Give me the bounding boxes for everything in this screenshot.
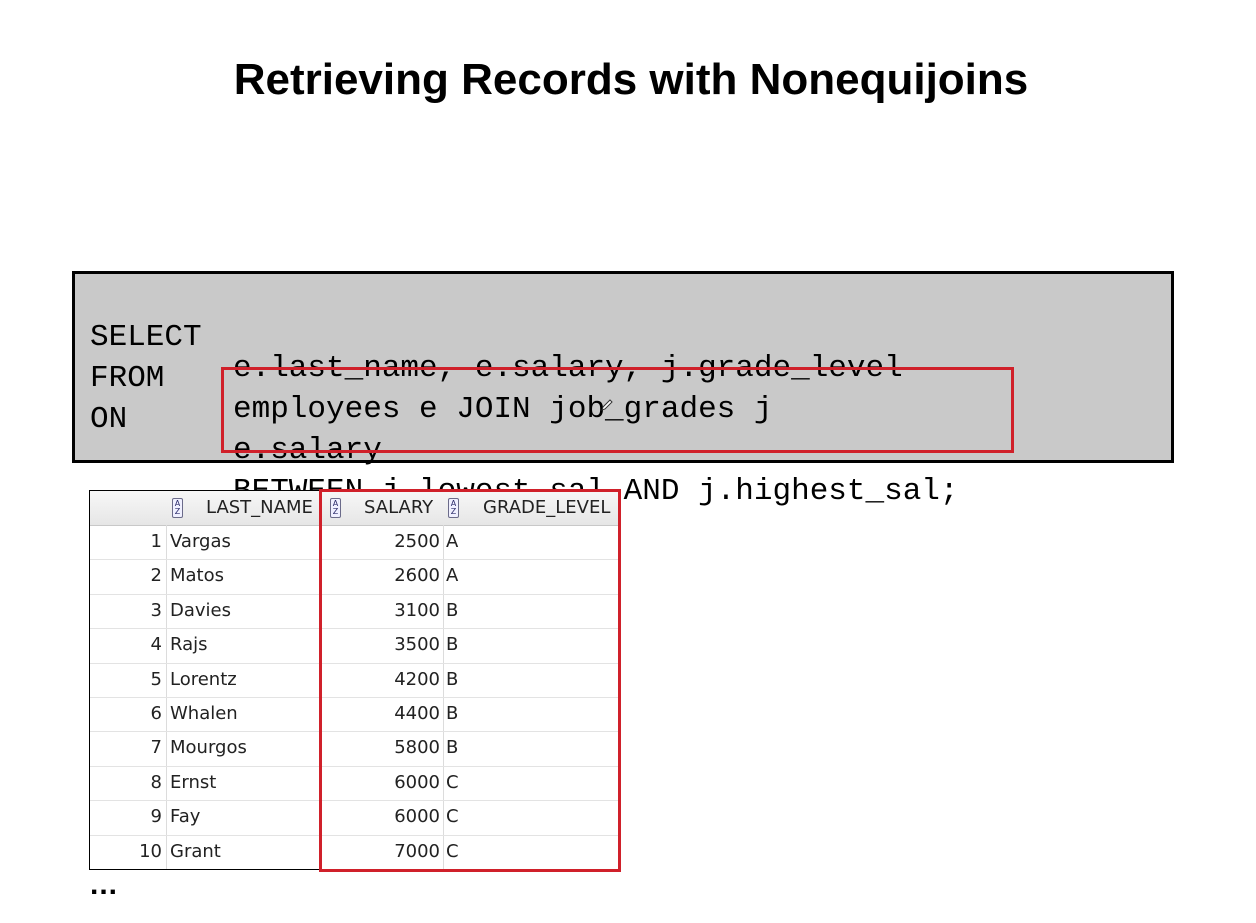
cell-grade-level[interactable]: B [446, 599, 459, 621]
cell-last-name[interactable]: Vargas [170, 531, 231, 552]
cell-grade-level[interactable]: C [446, 806, 459, 828]
cell-grade-level[interactable]: B [446, 668, 459, 690]
cell-salary[interactable]: 5800 [394, 737, 440, 759]
sql-code-block: SELECT e.last_name, e.salary, j.grade_le… [72, 271, 1174, 507]
row-number: 9 [150, 806, 162, 828]
row-number: 7 [150, 737, 162, 759]
cell-last-name[interactable]: Davies [170, 599, 231, 621]
table-row[interactable]: 7 Mourgos 5800 B [90, 731, 618, 767]
row-number: 10 [139, 840, 162, 862]
cell-salary[interactable]: 2500 [394, 531, 440, 552]
cell-last-name[interactable]: Lorentz [170, 668, 237, 690]
sql-keyword: FROM [90, 361, 165, 396]
cell-salary[interactable]: 4400 [394, 703, 440, 724]
table-row[interactable]: 10 Grant 7000 C [90, 835, 618, 869]
cell-salary[interactable]: 3100 [394, 599, 440, 621]
cell-salary[interactable]: 6000 [394, 806, 440, 828]
sql-line-from: FROM employees e JOIN job_grades j [75, 332, 773, 456]
cell-salary[interactable]: 3500 [394, 634, 440, 656]
more-rows-indicator: ... [90, 868, 119, 901]
cell-salary[interactable]: 6000 [394, 771, 440, 793]
table-row[interactable]: 6 Whalen 4400 B [90, 697, 618, 733]
cell-grade-level[interactable]: B [446, 737, 459, 759]
cell-grade-level[interactable]: C [446, 771, 459, 793]
salary-grade-highlight [319, 489, 621, 872]
row-number: 6 [150, 703, 162, 724]
row-number: 5 [150, 668, 162, 690]
cell-salary[interactable]: 2600 [394, 565, 440, 587]
table-row[interactable]: 8 Ernst 6000 C [90, 766, 618, 802]
table-row[interactable]: 2 Matos 2600 A [90, 559, 618, 595]
table-row[interactable]: 9 Fay 6000 C [90, 800, 618, 836]
table-row[interactable]: 5 Lorentz 4200 B [90, 663, 618, 698]
cell-last-name[interactable]: Whalen [170, 703, 238, 724]
column-header-grade-level[interactable]: GRADE_LEVEL [483, 497, 611, 518]
sql-text: employees e JOIN job_grades j [233, 392, 773, 427]
row-number: 8 [150, 771, 162, 793]
cell-last-name[interactable]: Fay [170, 806, 201, 828]
table-row[interactable]: 1 Vargas 2500 A [90, 525, 618, 561]
join-condition-highlight [221, 367, 1014, 453]
cell-last-name[interactable]: Matos [170, 565, 225, 587]
row-number: 4 [150, 634, 162, 656]
slide-title: Retrieving Records with Nonequijoins [233, 55, 1029, 104]
cell-grade-level[interactable]: A [446, 565, 459, 587]
sql-keyword: ON [90, 402, 128, 437]
sql-keyword: SELECT [90, 320, 202, 355]
pencil-cursor-icon [601, 399, 613, 411]
cell-last-name[interactable]: Grant [170, 840, 221, 862]
column-header-last-name[interactable]: LAST_NAME [206, 497, 313, 518]
row-number: 1 [150, 531, 162, 552]
cell-grade-level[interactable]: A [446, 531, 459, 552]
table-row[interactable]: 4 Rajs 3500 B [90, 628, 618, 664]
cell-last-name[interactable]: Rajs [170, 634, 208, 656]
cell-salary[interactable]: 4200 [394, 668, 440, 690]
cell-last-name[interactable]: Mourgos [170, 737, 247, 759]
row-number: 3 [150, 599, 162, 621]
column-header-salary[interactable]: SALARY [364, 497, 434, 518]
cell-last-name[interactable]: Ernst [170, 771, 217, 793]
table-row[interactable]: 3 Davies 3100 B [90, 594, 618, 630]
cell-grade-level[interactable]: B [446, 703, 459, 724]
cell-grade-level[interactable]: B [446, 634, 459, 656]
row-number: 2 [150, 565, 162, 587]
cell-salary[interactable]: 7000 [394, 840, 440, 862]
cell-grade-level[interactable]: C [446, 840, 459, 862]
